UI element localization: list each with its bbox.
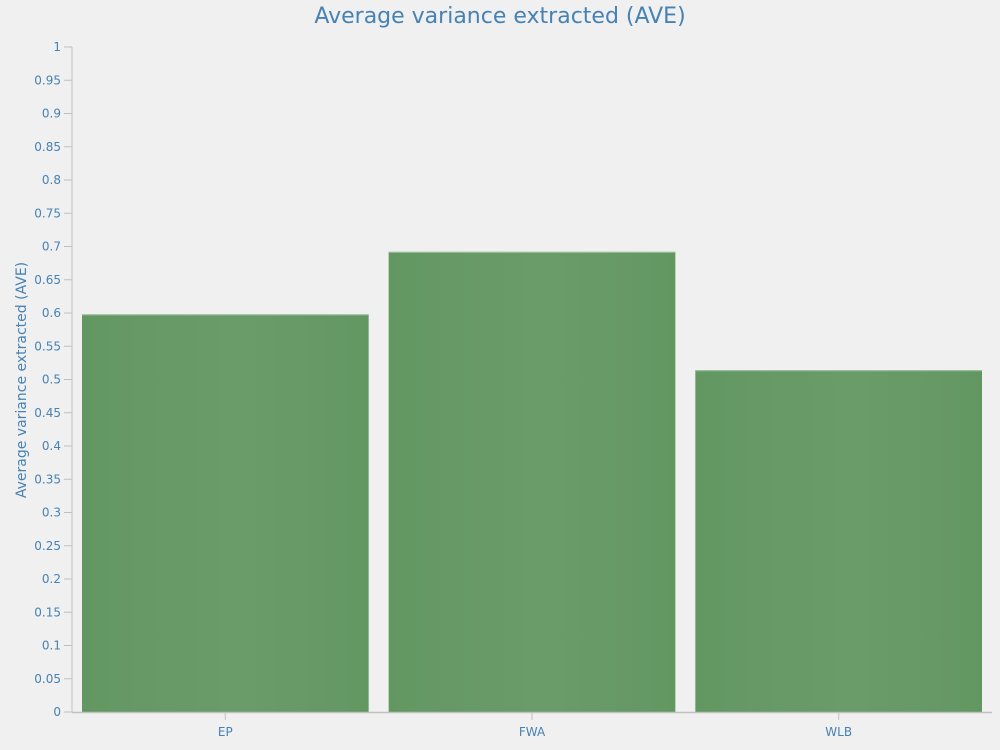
y-tick-label: 0.2 [42, 572, 61, 586]
y-tick-label: 0.1 [42, 639, 61, 653]
y-tick-label: 0.35 [34, 472, 61, 486]
x-tick-label: EP [218, 725, 233, 739]
y-tick-label: 0.9 [42, 107, 61, 121]
y-tick-label: 0.75 [34, 206, 61, 220]
y-tick-label: 0.6 [42, 306, 61, 320]
chart-title: Average variance extracted (AVE) [314, 4, 686, 29]
y-tick-label: 0.25 [34, 539, 61, 553]
y-tick-label: 0.3 [42, 506, 61, 520]
bar-wlb[interactable] [695, 370, 982, 712]
bar-ep[interactable] [82, 314, 369, 712]
x-tick-label: WLB [825, 725, 852, 739]
y-tick-label: 0.85 [34, 140, 61, 154]
y-tick-label: 0.5 [42, 373, 61, 387]
y-tick-label: 0.65 [34, 273, 61, 287]
y-tick-label: 0.95 [34, 73, 61, 87]
y-tick-label: 1 [53, 40, 61, 54]
y-tick-label: 0.45 [34, 406, 61, 420]
y-tick-label: 0 [53, 705, 61, 719]
y-tick-label: 0.05 [34, 672, 61, 686]
y-tick-label: 0.55 [34, 339, 61, 353]
bar-fwa[interactable] [388, 251, 676, 712]
x-tick-label: FWA [519, 725, 546, 739]
y-tick-label: 0.15 [34, 605, 61, 619]
y-tick-label: 0.8 [42, 173, 61, 187]
y-tick-label: 0.4 [42, 439, 61, 453]
y-tick-label: 0.7 [42, 240, 61, 254]
